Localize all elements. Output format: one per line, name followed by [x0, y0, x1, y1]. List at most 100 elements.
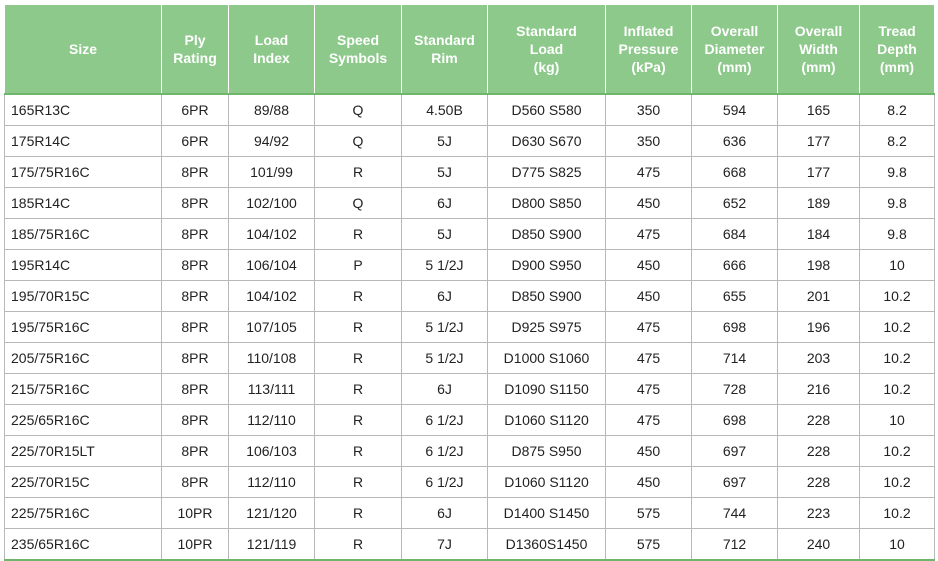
cell-overall-width: 201 — [777, 280, 860, 312]
cell-speed-symbols: Q — [314, 187, 402, 219]
column-header-ply-rating: Ply Rating — [161, 4, 229, 95]
cell-standard-rim: 5 1/2J — [401, 311, 488, 343]
cell-ply-rating: 8PR — [161, 311, 229, 343]
cell-overall-diameter: 712 — [691, 528, 778, 561]
cell-load-index: 94/92 — [228, 125, 315, 157]
cell-standard-rim: 5 1/2J — [401, 249, 488, 281]
cell-tread-depth: 10 — [859, 404, 935, 436]
cell-ply-rating: 8PR — [161, 249, 229, 281]
cell-size: 215/75R16C — [4, 373, 162, 405]
cell-tread-depth: 10 — [859, 249, 935, 281]
cell-inflated-pressure: 475 — [605, 373, 692, 405]
cell-tread-depth: 10 — [859, 528, 935, 561]
cell-size: 195R14C — [4, 249, 162, 281]
cell-ply-rating: 8PR — [161, 342, 229, 374]
column-header-standard-load: Standard Load (kg) — [487, 4, 606, 95]
tire-spec-table: Size Ply Rating Load Index Speed Symbols Sta… — [4, 4, 935, 561]
cell-size: 225/65R16C — [4, 404, 162, 436]
cell-load-index: 107/105 — [228, 311, 315, 343]
cell-load-index: 104/102 — [228, 280, 315, 312]
cell-size: 225/75R16C — [4, 497, 162, 529]
cell-standard-load: D630 S670 — [487, 125, 606, 157]
column-header-overall-diameter: Overall Diameter (mm) — [691, 4, 778, 95]
table-row: 225/75R16C 10PR 121/120 R 6J D1400 S1450 575 74… — [4, 497, 935, 529]
cell-load-index: 110/108 — [228, 342, 315, 374]
cell-load-index: 101/99 — [228, 156, 315, 188]
cell-load-index: 112/110 — [228, 466, 315, 498]
table-row: 225/70R15C 8PR 112/110 R 6 1/2J D1060 S1120 45… — [4, 466, 935, 498]
cell-load-index: 104/102 — [228, 218, 315, 250]
cell-standard-load: D1060 S1120 — [487, 404, 606, 436]
table-row: 225/70R15LT 8PR 106/103 R 6 1/2J D875 S950 450… — [4, 435, 935, 467]
cell-inflated-pressure: 475 — [605, 311, 692, 343]
cell-size: 185/75R16C — [4, 218, 162, 250]
table-row: 185R14C 8PR 102/100 Q 6J D800 S850 450 652 189 9.… — [4, 187, 935, 219]
table-row: 195R14C 8PR 106/104 P 5 1/2J D900 S950 450 666 1… — [4, 249, 935, 281]
cell-overall-width: 240 — [777, 528, 860, 561]
cell-overall-width: 196 — [777, 311, 860, 343]
cell-tread-depth: 10.2 — [859, 466, 935, 498]
cell-overall-diameter: 697 — [691, 435, 778, 467]
cell-standard-load: D800 S850 — [487, 187, 606, 219]
column-header-inflated-pressure: Inflated Pressure (kPa) — [605, 4, 692, 95]
table-row: 225/65R16C 8PR 112/110 R 6 1/2J D1060 S1120 47… — [4, 404, 935, 436]
cell-inflated-pressure: 475 — [605, 218, 692, 250]
cell-overall-diameter: 698 — [691, 404, 778, 436]
cell-speed-symbols: R — [314, 435, 402, 467]
cell-standard-load: D925 S975 — [487, 311, 606, 343]
cell-standard-load: D850 S900 — [487, 280, 606, 312]
column-header-overall-width: Overall Width (mm) — [777, 4, 860, 95]
cell-overall-width: 198 — [777, 249, 860, 281]
cell-overall-diameter: 668 — [691, 156, 778, 188]
cell-ply-rating: 6PR — [161, 94, 229, 126]
cell-inflated-pressure: 575 — [605, 528, 692, 561]
cell-tread-depth: 10.2 — [859, 311, 935, 343]
cell-ply-rating: 8PR — [161, 187, 229, 219]
cell-standard-load: D850 S900 — [487, 218, 606, 250]
cell-size: 175R14C — [4, 125, 162, 157]
cell-size: 195/70R15C — [4, 280, 162, 312]
cell-inflated-pressure: 450 — [605, 435, 692, 467]
table-row: 195/75R16C 8PR 107/105 R 5 1/2J D925 S975 475 6… — [4, 311, 935, 343]
cell-speed-symbols: Q — [314, 125, 402, 157]
table-body: 165R13C 6PR 89/88 Q 4.50B D560 S580 350 594 165 8… — [4, 94, 935, 561]
header-row: Size Ply Rating Load Index Speed Symbols Sta… — [4, 4, 935, 95]
cell-speed-symbols: R — [314, 342, 402, 374]
cell-overall-width: 184 — [777, 218, 860, 250]
cell-tread-depth: 8.2 — [859, 94, 935, 126]
cell-standard-rim: 6J — [401, 280, 488, 312]
cell-overall-width: 223 — [777, 497, 860, 529]
cell-size: 195/75R16C — [4, 311, 162, 343]
cell-standard-load: D560 S580 — [487, 94, 606, 126]
cell-standard-rim: 6J — [401, 497, 488, 529]
cell-speed-symbols: R — [314, 156, 402, 188]
cell-standard-load: D775 S825 — [487, 156, 606, 188]
table-row: 205/75R16C 8PR 110/108 R 5 1/2J D1000 S1060 47… — [4, 342, 935, 374]
cell-inflated-pressure: 475 — [605, 342, 692, 374]
cell-standard-rim: 6J — [401, 187, 488, 219]
cell-speed-symbols: R — [314, 466, 402, 498]
cell-tread-depth: 10.2 — [859, 342, 935, 374]
cell-standard-load: D1000 S1060 — [487, 342, 606, 374]
table-row: 175R14C 6PR 94/92 Q 5J D630 S670 350 636 177 8.2 — [4, 125, 935, 157]
cell-inflated-pressure: 475 — [605, 404, 692, 436]
cell-load-index: 121/119 — [228, 528, 315, 561]
cell-speed-symbols: R — [314, 497, 402, 529]
tire-spec-table-wrapper: Size Ply Rating Load Index Speed Symbols Sta… — [4, 4, 935, 561]
cell-overall-width: 177 — [777, 156, 860, 188]
cell-speed-symbols: Q — [314, 94, 402, 126]
cell-standard-load: D1400 S1450 — [487, 497, 606, 529]
cell-inflated-pressure: 350 — [605, 94, 692, 126]
cell-overall-diameter: 652 — [691, 187, 778, 219]
cell-overall-diameter: 744 — [691, 497, 778, 529]
cell-speed-symbols: R — [314, 373, 402, 405]
cell-load-index: 102/100 — [228, 187, 315, 219]
cell-overall-width: 228 — [777, 466, 860, 498]
cell-tread-depth: 9.8 — [859, 156, 935, 188]
cell-ply-rating: 8PR — [161, 435, 229, 467]
cell-standard-load: D1360S1450 — [487, 528, 606, 561]
cell-tread-depth: 10.2 — [859, 497, 935, 529]
cell-speed-symbols: R — [314, 218, 402, 250]
cell-standard-rim: 5J — [401, 156, 488, 188]
cell-ply-rating: 8PR — [161, 156, 229, 188]
